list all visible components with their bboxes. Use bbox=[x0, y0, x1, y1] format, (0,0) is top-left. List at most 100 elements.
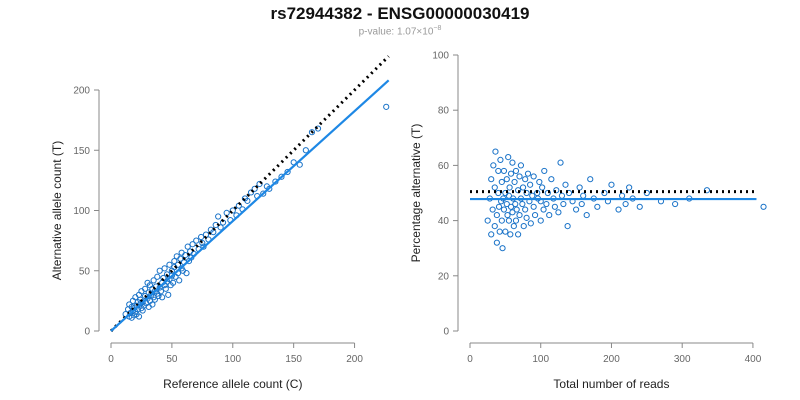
left-data-point bbox=[161, 265, 168, 272]
right-data-point bbox=[498, 178, 505, 186]
left-data-point bbox=[251, 185, 258, 192]
right-data-point bbox=[503, 200, 510, 208]
right-x-tick-label: 0 bbox=[467, 354, 473, 365]
right-data-point bbox=[505, 217, 513, 224]
left-data-point bbox=[141, 285, 149, 292]
right-data-point bbox=[555, 209, 562, 216]
right-data-point bbox=[578, 200, 585, 208]
right-data-point bbox=[522, 206, 529, 213]
right-data-point bbox=[495, 167, 502, 175]
right-data-point bbox=[489, 206, 496, 213]
left-data-point bbox=[278, 173, 285, 180]
right-data-point bbox=[527, 220, 534, 227]
right-data-point bbox=[576, 184, 583, 191]
left-data-point bbox=[184, 243, 191, 250]
right-data-point bbox=[608, 181, 615, 188]
left-data-point bbox=[296, 161, 303, 168]
right-data-point bbox=[488, 231, 495, 238]
left-data-point bbox=[139, 298, 146, 306]
right-data-point bbox=[626, 184, 633, 191]
right-data-point bbox=[491, 223, 498, 230]
right-data-point bbox=[560, 200, 567, 208]
left-data-point bbox=[266, 185, 273, 192]
right-data-point bbox=[541, 167, 548, 175]
left-y-tick-label: 150 bbox=[73, 146, 90, 157]
right-data-point bbox=[495, 203, 503, 210]
right-data-point bbox=[557, 159, 564, 166]
left-data-point bbox=[159, 294, 166, 301]
left-data-point bbox=[157, 288, 165, 295]
right-data-point bbox=[530, 203, 537, 210]
right-panel: 0 100 200 300 400 0 20 40 60 80 100 Total number of… bbox=[409, 51, 767, 391]
right-data-point bbox=[493, 239, 500, 246]
left-data-point bbox=[284, 168, 291, 176]
left-data-point bbox=[198, 233, 205, 241]
left-x-tick-label: 0 bbox=[108, 354, 114, 365]
right-data-point bbox=[497, 156, 504, 163]
left-x-axis-label: Reference allele count (C) bbox=[163, 377, 302, 391]
right-data-point bbox=[488, 176, 495, 183]
left-data-point bbox=[314, 125, 322, 132]
right-data-point bbox=[512, 200, 519, 208]
right-data-point bbox=[484, 217, 491, 224]
right-data-point bbox=[543, 200, 550, 208]
right-data-point bbox=[507, 203, 515, 210]
right-data-point bbox=[511, 178, 518, 186]
right-y-axis-label: Percentage alternative (T) bbox=[409, 124, 423, 263]
right-data-point bbox=[500, 167, 508, 175]
left-data-point bbox=[200, 243, 207, 250]
right-data-point bbox=[517, 162, 525, 169]
chart-subtitle: p-value: 1.07×10−8 bbox=[0, 25, 800, 37]
left-data-point bbox=[151, 296, 158, 303]
right-data-point bbox=[615, 206, 622, 213]
left-y-tick-label: 50 bbox=[79, 266, 91, 277]
left-y-tick-label: 100 bbox=[73, 206, 90, 217]
right-data-point bbox=[523, 214, 530, 221]
right-y-tick-label: 40 bbox=[438, 216, 450, 227]
right-data-point bbox=[551, 203, 558, 210]
right-data-point bbox=[516, 211, 523, 219]
right-x-tick-label: 200 bbox=[603, 354, 620, 365]
left-data-point bbox=[165, 291, 172, 298]
left-data-point bbox=[150, 277, 157, 284]
left-data-point bbox=[149, 301, 156, 308]
right-data-point bbox=[502, 228, 509, 235]
subtitle-exponent: −8 bbox=[433, 25, 442, 32]
left-data-point bbox=[247, 189, 255, 196]
right-data-point bbox=[672, 200, 679, 208]
right-data-point bbox=[622, 200, 629, 208]
right-data-point bbox=[503, 176, 510, 183]
right-data-point bbox=[512, 167, 520, 175]
right-data-point bbox=[548, 176, 555, 183]
left-data-point bbox=[170, 279, 177, 286]
right-data-point bbox=[618, 192, 626, 199]
left-data-point bbox=[162, 285, 169, 292]
right-data-point bbox=[519, 184, 527, 191]
left-data-point bbox=[302, 147, 309, 154]
left-data-point bbox=[155, 292, 162, 300]
right-data-point bbox=[505, 154, 512, 161]
left-x-tick-label: 50 bbox=[166, 354, 178, 365]
left-data-point bbox=[308, 129, 316, 136]
right-data-point bbox=[500, 206, 508, 213]
left-x-tick-label: 200 bbox=[346, 354, 363, 365]
right-data-point bbox=[507, 170, 515, 177]
right-x-tick-label: 100 bbox=[532, 354, 549, 365]
right-x-tick-label: 300 bbox=[674, 354, 691, 365]
right-data-point bbox=[506, 184, 513, 191]
right-data-point bbox=[513, 206, 520, 213]
right-data-point bbox=[587, 176, 594, 183]
right-data-point bbox=[537, 217, 544, 224]
right-data-point bbox=[539, 184, 546, 191]
left-data-point bbox=[176, 277, 183, 284]
left-data-point bbox=[154, 273, 161, 280]
right-data-point bbox=[498, 217, 505, 224]
right-data-point bbox=[507, 231, 514, 238]
left-data-point bbox=[193, 237, 200, 244]
left-data-point bbox=[244, 197, 251, 204]
right-data-point bbox=[601, 189, 608, 197]
right-data-point bbox=[509, 159, 516, 166]
right-data-point bbox=[499, 245, 506, 252]
